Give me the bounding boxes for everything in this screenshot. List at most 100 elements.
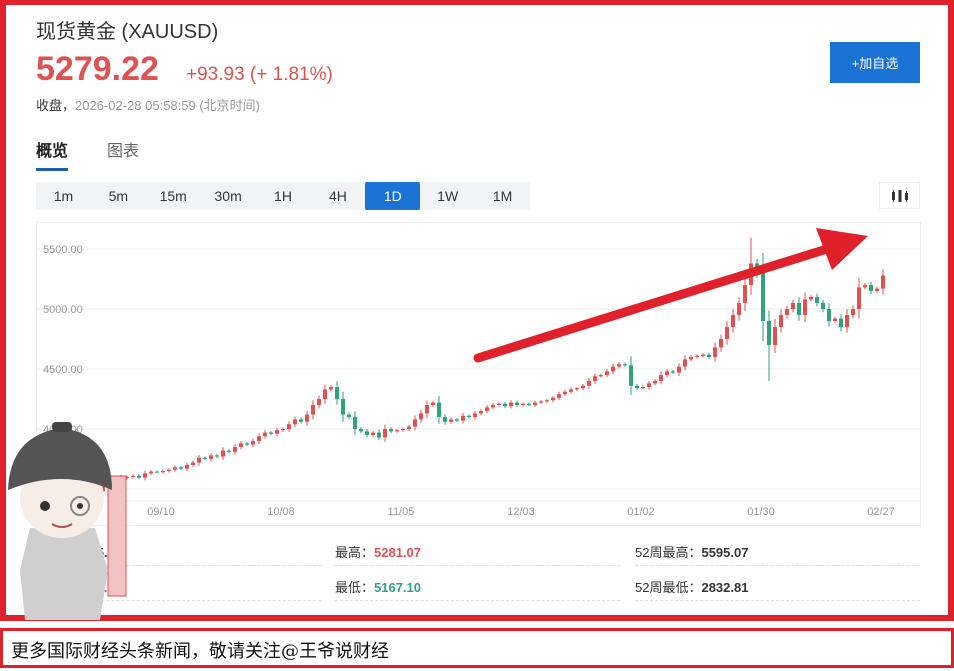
stat-item: 最高：5281.07 [335,536,620,566]
candle [431,400,435,407]
candle [743,276,747,312]
candle [551,395,555,403]
period-1D[interactable]: 1D [365,182,421,210]
candle [731,309,735,333]
candle [293,416,297,428]
candle [509,400,513,409]
candle [419,410,423,423]
candle [641,385,645,390]
candle [377,429,381,441]
stat-value: 5281.07 [374,545,422,560]
candle [797,297,801,321]
candle [791,299,795,313]
candle [725,321,729,345]
period-4H[interactable]: 4H [328,188,347,204]
candle [359,427,363,434]
y-tick-label: 5000.00 [43,304,83,316]
mascot-watermark-image [8,422,127,620]
candle [815,293,819,307]
period-selector: 1m 5m 15m 30m 1H 4H 1D 1W 1M [36,182,530,210]
x-tick-label: 11/05 [388,506,415,518]
period-1W[interactable]: 1W [437,188,459,204]
stat-value: 2832.81 [701,580,749,595]
candle [479,409,483,416]
candle [191,460,195,467]
period-1m[interactable]: 1m [53,188,74,204]
period-30m[interactable]: 30m [214,188,242,204]
stat-item: 52周最低：2832.81 [635,571,920,601]
candle [611,363,615,375]
candle [251,438,255,447]
candle [287,421,291,432]
tab-chart[interactable]: 图表 [107,143,140,160]
candle [131,474,135,479]
candle [383,424,387,442]
candle [221,447,225,460]
candle [515,400,519,407]
candle [545,398,549,403]
candle [557,391,561,401]
candle [149,469,153,476]
candle [275,427,279,437]
x-tick-label: 10/08 [267,506,295,518]
candle [473,411,477,420]
add-watchlist-button[interactable]: +加自选 [830,42,920,83]
candle [809,295,813,302]
x-tick-label: 09/10 [147,506,175,518]
candle [845,309,849,333]
candle [461,412,465,424]
candle [137,474,141,480]
x-tick-label: 02/27 [867,506,895,518]
candle [215,453,219,459]
candle [881,269,885,295]
candle [365,429,369,438]
page-title: 现货黄金 (XAUUSD) [36,21,219,43]
candle [389,427,393,434]
candle [665,369,669,378]
candle [719,334,723,352]
period-1H[interactable]: 1H [274,188,292,204]
candle [371,430,375,437]
candle [185,462,189,471]
candle [821,299,825,313]
candle [539,399,543,405]
candle [839,314,843,332]
stat-label: 52周最低： [635,580,702,595]
stat-item: 最低：5167.10 [335,571,620,601]
candle [407,424,411,431]
candle [605,369,609,378]
tab-overview[interactable]: 概览 [36,137,69,171]
period-1M[interactable]: 1M [492,188,513,204]
candle [203,456,207,461]
period-15m[interactable]: 15m [159,188,187,204]
last-price: 5279.22 [36,50,159,88]
candle [599,373,603,378]
price-change: +93.93 (+ 1.81%) [186,64,333,85]
stat-value: 5595.07 [701,545,749,560]
candle [227,449,231,454]
period-5m[interactable]: 5m [108,188,129,204]
candle [593,373,597,384]
footer-banner: 更多国际财经头条新闻，敬请关注@王爷说财经 [0,628,954,668]
candle [449,417,453,424]
chart-type-button[interactable] [879,182,920,209]
candle [671,369,675,375]
candle [503,401,507,409]
candle [635,383,639,391]
candle [629,356,633,395]
candle [851,305,855,319]
candle [527,402,531,407]
candle [317,395,321,409]
candle [533,400,537,407]
candle [677,363,681,376]
candle [257,433,261,444]
candle [443,414,447,425]
candle [353,411,357,435]
candle [659,371,663,385]
candle [827,303,831,327]
candle [803,292,807,323]
candle [701,353,705,358]
x-tick-label: 01/02 [627,506,655,518]
candle [263,430,267,439]
candle [623,362,627,367]
